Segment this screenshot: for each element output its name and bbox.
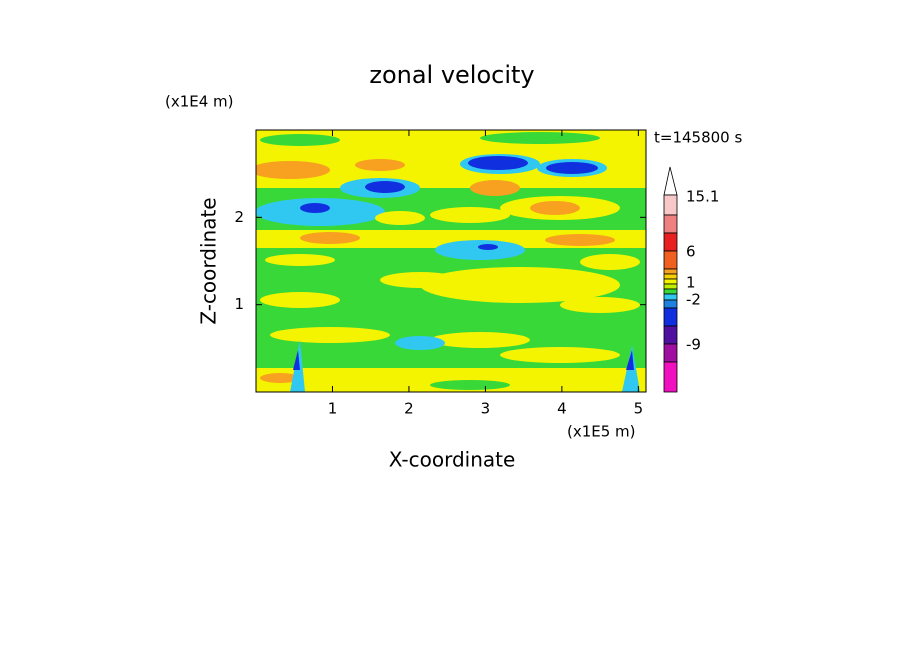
x-tick-label: 2 [404,400,414,418]
time-label: t=145800 s [654,129,742,147]
x-axis-label: X-coordinate [389,448,516,472]
x-tick-label: 1 [328,400,338,418]
colorbar [663,166,678,393]
colorbar-label: -9 [686,336,701,354]
x-tick-label: 3 [481,400,491,418]
colorbar-label: 15.1 [686,188,719,206]
x-unit: (x1E5 m) [567,423,636,441]
y-axis-label: Z-coordinate [197,197,221,324]
colorbar-label: 6 [686,243,696,261]
y-tick-label: 2 [234,208,244,226]
contour-field [256,130,646,392]
colorbar-label: -2 [686,291,701,309]
x-tick-label: 4 [557,400,567,418]
plot-frame [255,129,647,393]
y-tick-label: 1 [234,295,244,313]
colorbar-label: 1 [686,274,696,292]
x-tick-label: 5 [634,400,644,418]
y-unit: (x1E4 m) [165,93,234,111]
chart-title: zonal velocity [369,61,534,89]
